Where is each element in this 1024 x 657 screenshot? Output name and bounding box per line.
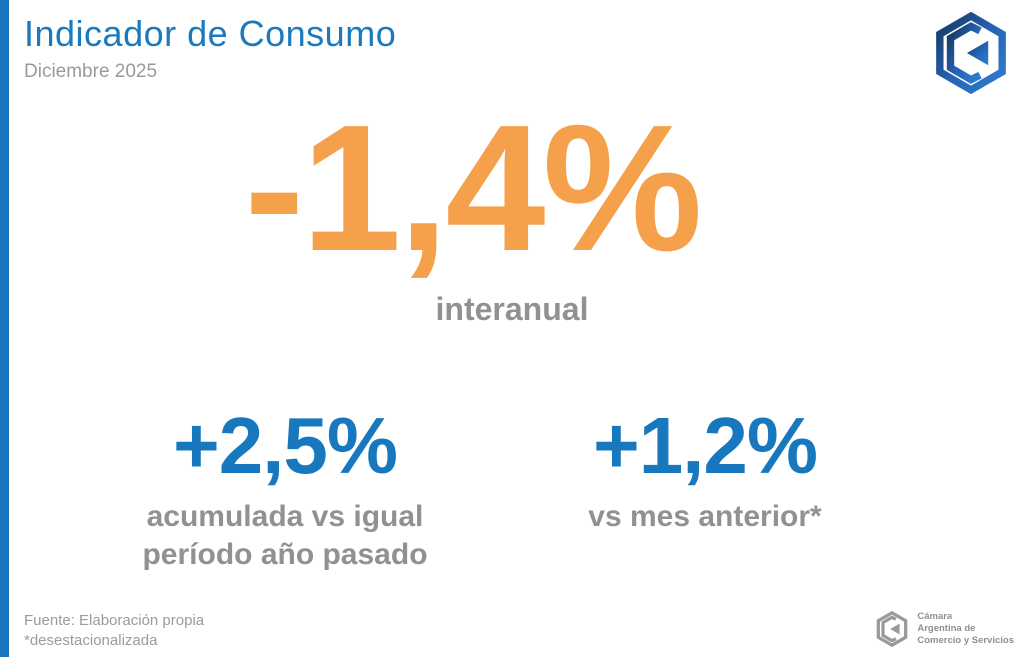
brand-name: Cámara Argentina de Comercio y Servicios [917,611,1014,647]
main-stat-label: interanual [435,291,589,327]
brand-line: Comercio y Servicios [917,634,1014,646]
accumulated-stat-value: +2,5% [172,401,398,490]
main-stat-value: -1,4% [244,88,702,289]
footnote-line: *desestacionalizada [24,631,158,649]
page-title: Indicador de Consumo [24,13,397,54]
footer-brand: Cámara Argentina de Comercio y Servicios [874,609,1014,649]
left-accent-bar [0,0,9,657]
accumulated-stat: +2,5% acumulada vs igual período año pas… [95,406,475,573]
month-over-month-stat-label: vs mes anterior* [588,500,822,533]
source-note: Fuente: Elaboración propia *desestaciona… [24,611,204,652]
source-line: Fuente: Elaboración propia [24,611,205,629]
month-over-month-stat-value: +1,2% [592,401,818,490]
cac-logo-icon [930,8,1012,98]
main-stat: -1,4% interanual [0,99,1024,328]
sub-stats-row: +2,5% acumulada vs igual período año pas… [0,406,1024,573]
brand-line: Argentina de [917,623,976,635]
slide-header: Indicador de Consumo Diciembre 2025 [0,0,1024,83]
accumulated-stat-label: acumulada vs igual período año pasado [142,500,428,571]
stats-area: -1,4% interanual +2,5% acumulada vs igua… [0,99,1024,573]
brand-line: Cámara [917,611,953,623]
month-over-month-stat: +1,2% vs mes anterior* [525,406,885,573]
cac-logo-gray-icon [877,610,908,648]
report-period: Diciembre 2025 [24,61,158,82]
